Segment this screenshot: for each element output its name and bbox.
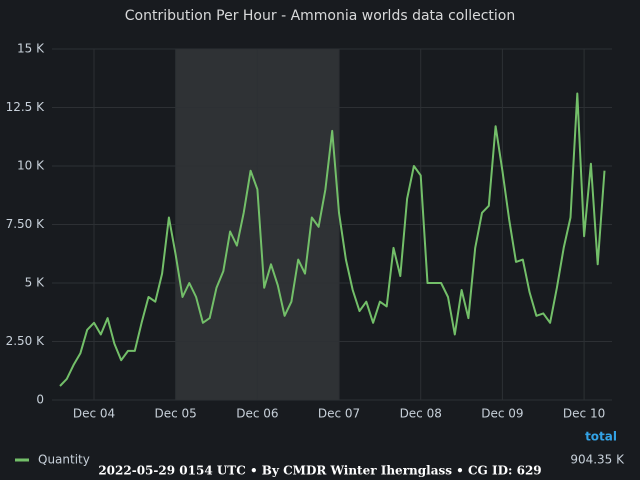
y-tick-label: 10 K bbox=[17, 159, 45, 173]
legend-stat-header: total bbox=[585, 430, 617, 444]
x-tick-label: Dec 09 bbox=[481, 407, 523, 421]
y-tick-label: 2.50 K bbox=[6, 334, 46, 348]
y-tick-label: 15 K bbox=[17, 42, 45, 56]
y-tick-label: 5 K bbox=[25, 276, 45, 290]
legend-label: Quantity bbox=[38, 453, 90, 467]
y-tick-label: 0 bbox=[36, 393, 44, 407]
x-tick-label: Dec 04 bbox=[73, 407, 115, 421]
x-tick-label: Dec 08 bbox=[400, 407, 442, 421]
series-line bbox=[59, 92, 606, 387]
footer: 2022-05-29 0154 UTC • By CMDR Winter Ihe… bbox=[98, 464, 541, 478]
x-tick-label: Dec 05 bbox=[155, 407, 197, 421]
x-tick-label: Dec 06 bbox=[236, 407, 278, 421]
y-tick-label: 7.50 K bbox=[6, 217, 46, 231]
chart-title: Contribution Per Hour - Ammonia worlds d… bbox=[125, 8, 515, 24]
plot: 0 2.50 K 5 K 7.50 K 10 K 12.5 K 15 K Dec 04 Dec … bbox=[6, 42, 612, 421]
x-tick-label: Dec 07 bbox=[318, 407, 360, 421]
legend-total: 904.35 K bbox=[570, 453, 625, 467]
x-tick-label: Dec 10 bbox=[563, 407, 605, 421]
y-tick-label: 12.5 K bbox=[6, 100, 46, 114]
